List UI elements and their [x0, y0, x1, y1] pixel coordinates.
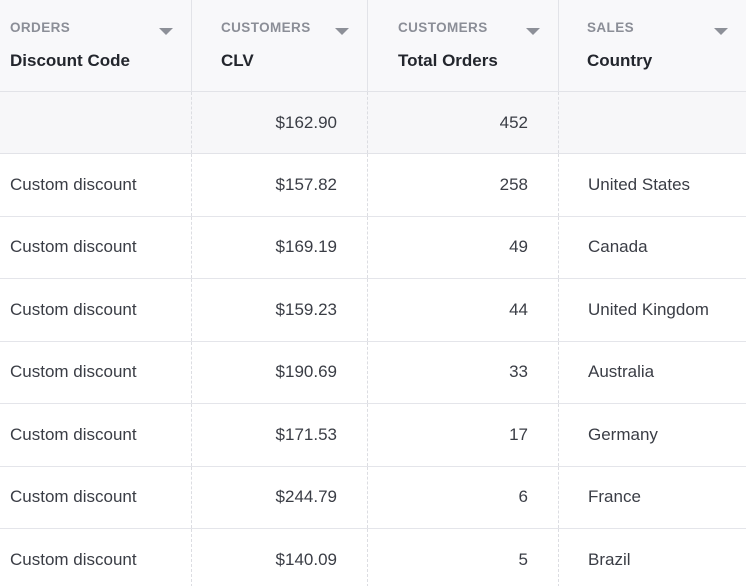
- table-row[interactable]: Custom discount $171.53 17 Germany: [0, 404, 746, 467]
- column-group-label: CUSTOMERS: [398, 20, 488, 35]
- header-clv[interactable]: CUSTOMERS CLV: [192, 0, 368, 91]
- table-row[interactable]: Custom discount $244.79 6 France: [0, 466, 746, 529]
- cell-discount-code: Custom discount: [0, 341, 192, 403]
- cell-discount-code: Custom discount: [0, 404, 192, 466]
- cell-total-orders: 5: [368, 529, 559, 586]
- header-total-orders[interactable]: CUSTOMERS Total Orders: [368, 0, 559, 91]
- chevron-down-icon[interactable]: [714, 28, 728, 35]
- cell-clv: $140.09: [192, 529, 368, 586]
- column-label: Total Orders: [398, 51, 498, 70]
- cell-total-orders: 258: [368, 154, 559, 216]
- summary-row: $162.90 452: [0, 92, 746, 154]
- table-row[interactable]: Custom discount $169.19 49 Canada: [0, 216, 746, 279]
- table-row[interactable]: Custom discount $140.09 5 Brazil: [0, 529, 746, 586]
- cell-country: Germany: [588, 424, 658, 444]
- table-row[interactable]: Custom discount $190.69 33 Australia: [0, 341, 746, 404]
- cell-country: United States: [588, 174, 691, 194]
- cell-country: Australia: [588, 362, 655, 382]
- cell-country: United Kingdom: [588, 299, 709, 319]
- header-country[interactable]: SALES Country: [559, 0, 746, 91]
- table-row[interactable]: Custom discount $157.82 258 United State…: [0, 154, 746, 217]
- header-discount-code[interactable]: ORDERS Discount Code: [0, 0, 192, 91]
- summary-country: [559, 92, 746, 153]
- column-label: CLV: [221, 51, 254, 70]
- cell-country: Brazil: [588, 550, 631, 570]
- chevron-down-icon[interactable]: [526, 28, 540, 35]
- column-group-label: ORDERS: [10, 20, 71, 35]
- column-label: Country: [587, 51, 653, 70]
- cell-clv: $244.79: [192, 466, 368, 528]
- cell-discount-code: Custom discount: [0, 466, 192, 528]
- cell-total-orders: 49: [368, 216, 559, 278]
- column-group-label: CUSTOMERS: [221, 20, 311, 35]
- cell-country: France: [588, 487, 641, 507]
- cell-discount-code: Custom discount: [0, 529, 192, 586]
- summary-total-orders: 452: [368, 92, 559, 153]
- column-label: Discount Code: [10, 51, 130, 70]
- cell-discount-code: Custom discount: [0, 279, 192, 341]
- summary-discount-code: [0, 92, 192, 153]
- summary-clv: $162.90: [192, 92, 368, 153]
- cell-total-orders: 17: [368, 404, 559, 466]
- cell-discount-code: Custom discount: [0, 216, 192, 278]
- cell-total-orders: 33: [368, 341, 559, 403]
- cell-clv: $190.69: [192, 341, 368, 403]
- chevron-down-icon[interactable]: [335, 28, 349, 35]
- cell-total-orders: 44: [368, 279, 559, 341]
- table-row[interactable]: Custom discount $159.23 44 United Kingdo…: [0, 279, 746, 342]
- cell-clv: $169.19: [192, 216, 368, 278]
- cell-total-orders: 6: [368, 466, 559, 528]
- cell-country: Canada: [588, 237, 648, 257]
- cell-clv: $159.23: [192, 279, 368, 341]
- cell-clv: $157.82: [192, 154, 368, 216]
- table-header: ORDERS Discount Code CUSTOMERS CLV CUSTO…: [0, 0, 746, 92]
- column-group-label: SALES: [587, 20, 635, 35]
- cell-discount-code: Custom discount: [0, 154, 192, 216]
- chevron-down-icon[interactable]: [159, 28, 173, 35]
- cell-clv: $171.53: [192, 404, 368, 466]
